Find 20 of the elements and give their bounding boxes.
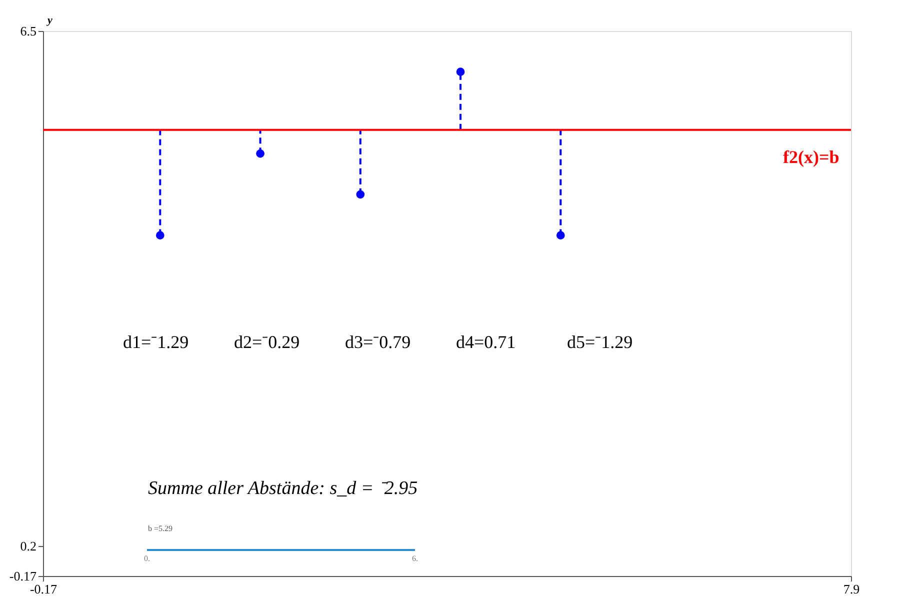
point <box>456 68 465 76</box>
x-tick-label: 7.9 <box>843 582 860 596</box>
annotation: d4=0.71 <box>456 332 516 352</box>
point <box>356 190 365 199</box>
y-tick-label: 6.5 <box>20 24 36 38</box>
point <box>256 149 264 158</box>
annotation: Summe aller Abstände: s_d = ⁻2.95 <box>148 478 418 499</box>
annotation: d1=⁻1.29 <box>123 332 189 352</box>
point <box>156 231 164 240</box>
annotation: d2=⁻0.29 <box>234 332 300 352</box>
annotation: d5=⁻1.29 <box>567 332 633 352</box>
point <box>556 231 565 240</box>
ref-line-label: f2(x)=b <box>783 146 840 167</box>
annotation: d3=⁻0.79 <box>345 332 411 352</box>
y-tick-label: 0.2 <box>20 538 36 554</box>
annotation: b =5.29 <box>148 524 173 533</box>
y-tick-label: -0.17 <box>9 568 37 584</box>
annotation: 0. <box>144 554 150 563</box>
annotation: 6. <box>412 554 418 563</box>
y-axis-title: y <box>46 14 52 26</box>
